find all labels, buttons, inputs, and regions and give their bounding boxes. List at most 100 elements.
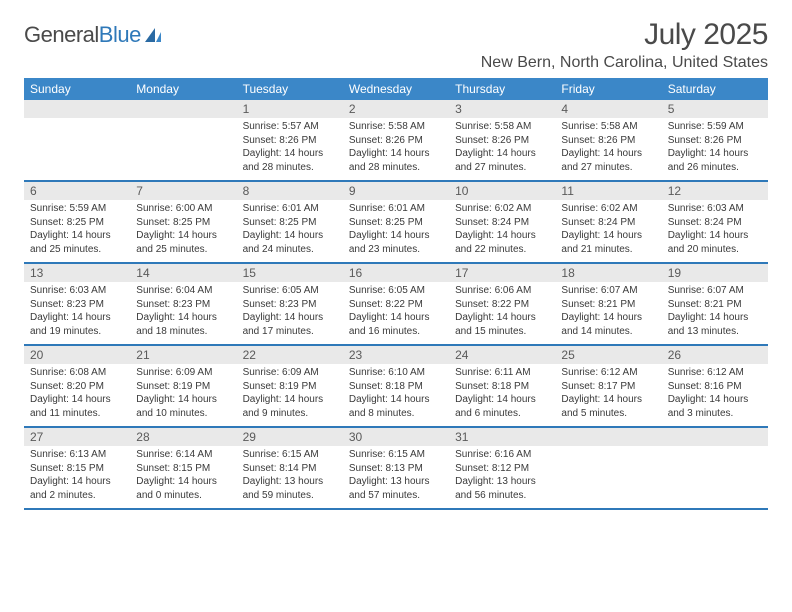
day-number-cell: 24 bbox=[449, 345, 555, 364]
day-content-line: and 3 minutes. bbox=[668, 407, 762, 421]
day-content-line: Sunrise: 6:04 AM bbox=[136, 284, 230, 298]
day-content-line: Sunset: 8:26 PM bbox=[455, 134, 549, 148]
day-content-cell: Sunrise: 6:03 AMSunset: 8:23 PMDaylight:… bbox=[24, 282, 130, 345]
day-content-line: Sunset: 8:24 PM bbox=[455, 216, 549, 230]
day-content-line: and 20 minutes. bbox=[668, 243, 762, 257]
day-content-line: Daylight: 14 hours bbox=[455, 311, 549, 325]
day-content-line: Daylight: 14 hours bbox=[561, 147, 655, 161]
day-header: Sunday bbox=[24, 78, 130, 100]
day-content-line: Sunset: 8:19 PM bbox=[243, 380, 337, 394]
day-content-line: Sunrise: 6:00 AM bbox=[136, 202, 230, 216]
logo: GeneralBlue bbox=[24, 22, 165, 48]
day-content-line: Sunrise: 6:15 AM bbox=[349, 448, 443, 462]
location-subtitle: New Bern, North Carolina, United States bbox=[481, 54, 768, 72]
day-number-cell bbox=[130, 100, 236, 118]
day-content-cell: Sunrise: 6:15 AMSunset: 8:14 PMDaylight:… bbox=[237, 446, 343, 509]
day-number-cell: 28 bbox=[130, 427, 236, 446]
day-content-line: Sunset: 8:26 PM bbox=[668, 134, 762, 148]
day-number-cell: 30 bbox=[343, 427, 449, 446]
day-content-cell: Sunrise: 6:05 AMSunset: 8:23 PMDaylight:… bbox=[237, 282, 343, 345]
day-content-line: Sunset: 8:22 PM bbox=[349, 298, 443, 312]
day-content-line: Sunrise: 6:16 AM bbox=[455, 448, 549, 462]
day-number-cell: 1 bbox=[237, 100, 343, 118]
day-content-cell: Sunrise: 6:16 AMSunset: 8:12 PMDaylight:… bbox=[449, 446, 555, 509]
day-content-line: Sunset: 8:25 PM bbox=[30, 216, 124, 230]
day-content-cell: Sunrise: 6:15 AMSunset: 8:13 PMDaylight:… bbox=[343, 446, 449, 509]
day-content-cell: Sunrise: 5:58 AMSunset: 8:26 PMDaylight:… bbox=[449, 118, 555, 181]
day-content-line: Sunrise: 6:05 AM bbox=[243, 284, 337, 298]
day-content-line: and 14 minutes. bbox=[561, 325, 655, 339]
day-content-line: Daylight: 14 hours bbox=[349, 229, 443, 243]
day-content-line: and 28 minutes. bbox=[243, 161, 337, 175]
day-content-line: Sunset: 8:23 PM bbox=[30, 298, 124, 312]
day-content-line: Sunset: 8:15 PM bbox=[136, 462, 230, 476]
calendar-body: SundayMondayTuesdayWednesdayThursdayFrid… bbox=[24, 78, 768, 509]
day-content-line: Daylight: 13 hours bbox=[243, 475, 337, 489]
day-content-line: Sunset: 8:24 PM bbox=[561, 216, 655, 230]
day-content-line: Sunset: 8:20 PM bbox=[30, 380, 124, 394]
day-number-cell: 26 bbox=[662, 345, 768, 364]
day-content-line: Daylight: 14 hours bbox=[455, 147, 549, 161]
day-content-line: Sunrise: 6:10 AM bbox=[349, 366, 443, 380]
day-content-cell: Sunrise: 6:01 AMSunset: 8:25 PMDaylight:… bbox=[237, 200, 343, 263]
day-content-cell bbox=[662, 446, 768, 509]
day-content-cell: Sunrise: 6:02 AMSunset: 8:24 PMDaylight:… bbox=[555, 200, 661, 263]
week-content-row: Sunrise: 5:57 AMSunset: 8:26 PMDaylight:… bbox=[24, 118, 768, 181]
day-content-line: Sunset: 8:12 PM bbox=[455, 462, 549, 476]
day-content-line: and 56 minutes. bbox=[455, 489, 549, 503]
day-content-line: Sunset: 8:15 PM bbox=[30, 462, 124, 476]
day-content-line: Daylight: 14 hours bbox=[243, 311, 337, 325]
day-content-line: Daylight: 14 hours bbox=[455, 393, 549, 407]
day-content-line: and 9 minutes. bbox=[243, 407, 337, 421]
day-content-line: Daylight: 14 hours bbox=[668, 229, 762, 243]
day-content-cell: Sunrise: 6:10 AMSunset: 8:18 PMDaylight:… bbox=[343, 364, 449, 427]
day-content-line: Daylight: 14 hours bbox=[30, 311, 124, 325]
week-daynum-row: 6789101112 bbox=[24, 181, 768, 200]
day-content-cell: Sunrise: 6:05 AMSunset: 8:22 PMDaylight:… bbox=[343, 282, 449, 345]
day-content-line: Sunrise: 5:59 AM bbox=[30, 202, 124, 216]
day-number-cell: 7 bbox=[130, 181, 236, 200]
day-content-line: Sunset: 8:26 PM bbox=[561, 134, 655, 148]
day-content-line: Sunset: 8:16 PM bbox=[668, 380, 762, 394]
day-number-cell: 16 bbox=[343, 263, 449, 282]
day-content-cell: Sunrise: 6:09 AMSunset: 8:19 PMDaylight:… bbox=[237, 364, 343, 427]
day-content-line: Daylight: 14 hours bbox=[349, 311, 443, 325]
day-header: Monday bbox=[130, 78, 236, 100]
day-number-cell: 31 bbox=[449, 427, 555, 446]
day-content-line: and 10 minutes. bbox=[136, 407, 230, 421]
day-content-line: and 15 minutes. bbox=[455, 325, 549, 339]
day-header: Friday bbox=[555, 78, 661, 100]
week-content-row: Sunrise: 6:13 AMSunset: 8:15 PMDaylight:… bbox=[24, 446, 768, 509]
day-content-line: Sunrise: 5:58 AM bbox=[349, 120, 443, 134]
day-content-cell: Sunrise: 6:11 AMSunset: 8:18 PMDaylight:… bbox=[449, 364, 555, 427]
day-content-line: Sunrise: 6:06 AM bbox=[455, 284, 549, 298]
day-content-line: and 0 minutes. bbox=[136, 489, 230, 503]
week-content-row: Sunrise: 6:03 AMSunset: 8:23 PMDaylight:… bbox=[24, 282, 768, 345]
day-content-line: Daylight: 14 hours bbox=[30, 475, 124, 489]
calendar-page: GeneralBlue July 2025 New Bern, North Ca… bbox=[0, 0, 792, 510]
day-content-cell: Sunrise: 6:12 AMSunset: 8:17 PMDaylight:… bbox=[555, 364, 661, 427]
day-content-line: Sunset: 8:24 PM bbox=[668, 216, 762, 230]
day-content-line: and 24 minutes. bbox=[243, 243, 337, 257]
day-content-line: Daylight: 14 hours bbox=[243, 229, 337, 243]
day-content-cell: Sunrise: 5:59 AMSunset: 8:25 PMDaylight:… bbox=[24, 200, 130, 263]
day-content-cell: Sunrise: 5:59 AMSunset: 8:26 PMDaylight:… bbox=[662, 118, 768, 181]
day-content-cell: Sunrise: 6:12 AMSunset: 8:16 PMDaylight:… bbox=[662, 364, 768, 427]
day-content-line: Sunset: 8:22 PM bbox=[455, 298, 549, 312]
day-content-line: Sunset: 8:18 PM bbox=[349, 380, 443, 394]
day-content-line: Sunset: 8:25 PM bbox=[243, 216, 337, 230]
day-content-line: Daylight: 13 hours bbox=[455, 475, 549, 489]
day-content-line: and 17 minutes. bbox=[243, 325, 337, 339]
day-content-cell: Sunrise: 6:07 AMSunset: 8:21 PMDaylight:… bbox=[662, 282, 768, 345]
day-content-line: Sunrise: 6:09 AM bbox=[243, 366, 337, 380]
day-content-line: Daylight: 14 hours bbox=[243, 147, 337, 161]
day-content-line: Sunrise: 6:01 AM bbox=[243, 202, 337, 216]
day-number-cell bbox=[24, 100, 130, 118]
day-content-line: Sunrise: 5:58 AM bbox=[455, 120, 549, 134]
day-content-line: and 16 minutes. bbox=[349, 325, 443, 339]
day-content-line: and 26 minutes. bbox=[668, 161, 762, 175]
day-number-cell: 8 bbox=[237, 181, 343, 200]
week-daynum-row: 13141516171819 bbox=[24, 263, 768, 282]
day-header: Tuesday bbox=[237, 78, 343, 100]
day-content-line: Sunset: 8:26 PM bbox=[349, 134, 443, 148]
